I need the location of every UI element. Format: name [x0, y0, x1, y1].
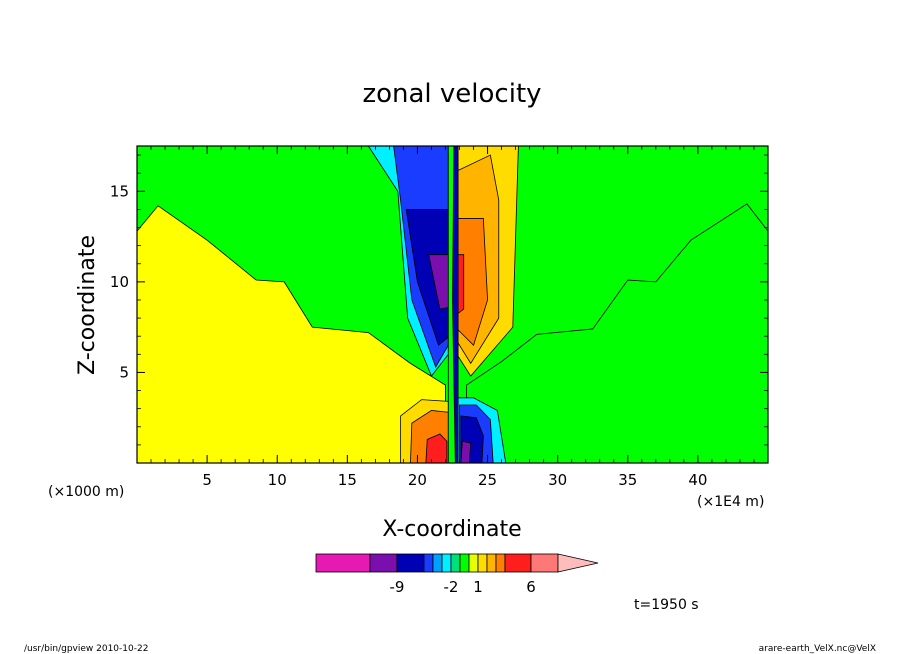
colorbar-band	[477, 553, 488, 573]
colorbar-extension-arrow	[557, 553, 599, 573]
colorbar-band	[459, 553, 470, 573]
colorbar-band	[468, 553, 479, 573]
colorbar-band	[315, 553, 371, 573]
plot-frame	[136, 145, 769, 464]
band-upper-left-dark-blue	[405, 209, 451, 346]
colorbar-label: -9	[390, 578, 405, 596]
time-annotation: t=1950 s	[634, 597, 699, 613]
x-units-left: (×1000 m)	[48, 484, 124, 500]
y-tick-label: 10	[110, 273, 129, 291]
x-tick-label: 15	[338, 471, 357, 489]
x-tick-label: 30	[548, 471, 567, 489]
y-axis-label: Z-coordinate	[75, 235, 100, 375]
colorbar: -9 -2 1 6	[315, 553, 599, 596]
chart-title: zonal velocity	[362, 79, 541, 109]
x-units-right: (×1E4 m)	[697, 494, 764, 510]
y-tick-label: 15	[110, 182, 129, 200]
y-tick-label: 5	[119, 363, 129, 381]
colorbar-band	[530, 553, 559, 573]
colorbar-label: 6	[526, 578, 536, 596]
colorbar-band	[396, 553, 425, 573]
colorbar-band	[495, 553, 506, 573]
x-tick-label: 35	[618, 471, 637, 489]
y-axis-ticks: 5 10 15	[110, 154, 768, 446]
x-axis-ticks: 5 10 15 20 25 30 35 40	[150, 146, 755, 489]
x-tick-label: 10	[268, 471, 287, 489]
x-tick-label: 40	[688, 471, 707, 489]
band-lower-right-purple	[460, 440, 472, 463]
band-lower-left-red	[425, 433, 448, 463]
colorbar-band	[432, 553, 443, 573]
colorbar-label: -2	[444, 578, 459, 596]
colorbar-band	[504, 553, 532, 573]
footer-left: /usr/bin/gpview 2010-10-22	[24, 644, 148, 654]
x-tick-label: 5	[202, 471, 212, 489]
colorbar-label: 1	[473, 578, 483, 596]
x-tick-label: 20	[408, 471, 427, 489]
colorbar-band	[441, 553, 452, 573]
contour-lines	[367, 146, 519, 463]
colorbar-band	[369, 553, 398, 573]
region-positive-left	[137, 205, 446, 463]
x-tick-label: 25	[478, 471, 497, 489]
footer-right: arare-earth_VelX.nc@VelX	[759, 644, 876, 654]
colorbar-band	[423, 553, 434, 573]
colorbar-band	[450, 553, 461, 573]
colorbar-band	[486, 553, 497, 573]
x-axis-label: X-coordinate	[382, 517, 521, 542]
band-center-dark-blue-strip	[452, 146, 459, 463]
